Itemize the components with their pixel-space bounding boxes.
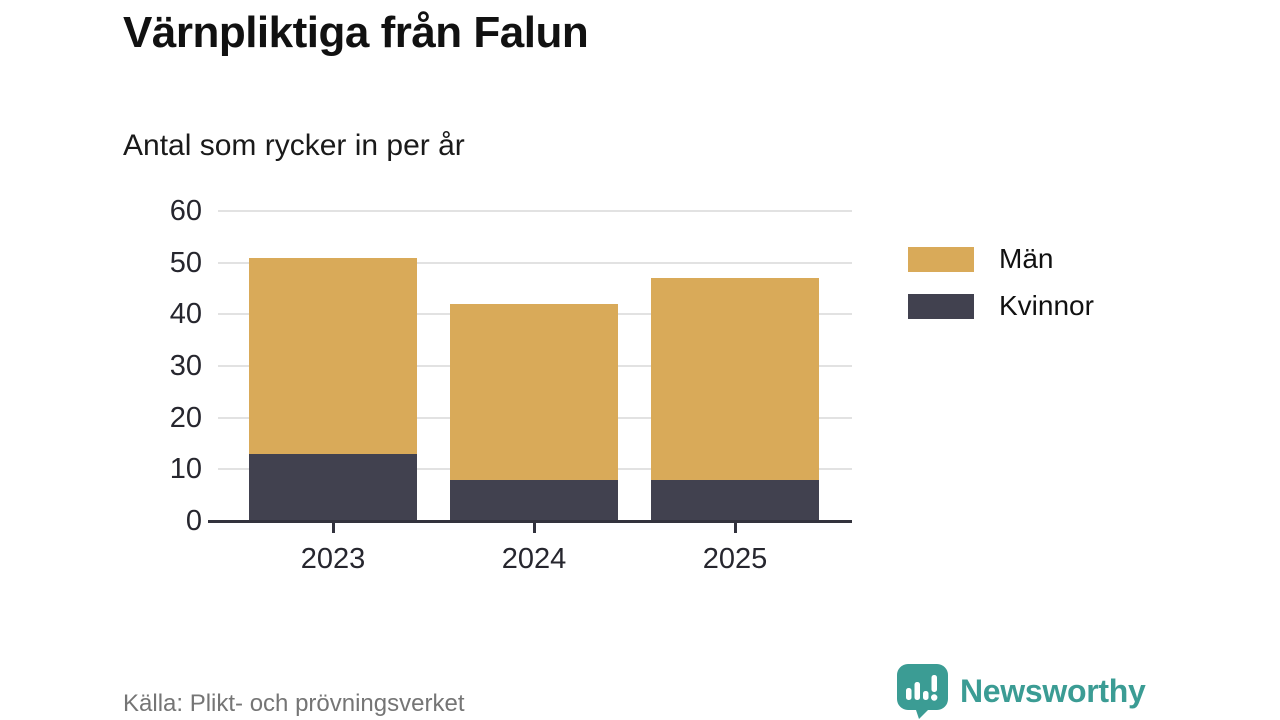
bar-2023-kvinnor: [249, 453, 417, 521]
gridline-60: [218, 210, 852, 212]
legend-swatch-kvinnor: [908, 293, 974, 319]
legend-swatch-man: [908, 246, 974, 272]
y-axis-tick-40: 40: [169, 298, 202, 331]
y-axis-tick-10: 10: [169, 453, 202, 486]
y-axis-tick-20: 20: [169, 401, 202, 434]
newsworthy-brand: Newsworthy: [896, 663, 1146, 719]
bar-2024-män: [450, 304, 618, 480]
y-axis-tick-50: 50: [169, 246, 202, 279]
chart-legend: Män Kvinnor: [908, 243, 1094, 322]
bar-2023-män: [249, 257, 417, 454]
x-axis-tick-2025: [733, 523, 737, 533]
y-axis-tick-0: 0: [185, 505, 202, 537]
legend-item-kvinnor: Kvinnor: [908, 290, 1094, 322]
source-text: Källa: Plikt- och prövningsverket: [123, 690, 465, 717]
x-axis-label-2023: 2023: [300, 543, 366, 575]
chart-subtitle: Antal som rycker in per år: [123, 129, 465, 162]
y-axis-tick-60: 60: [169, 195, 202, 227]
newsworthy-logo-text: Newsworthy: [960, 672, 1146, 709]
y-axis-tick-30: 30: [169, 350, 202, 382]
x-axis-tick-2023: [331, 523, 335, 533]
bar-2025-män: [651, 278, 819, 480]
gridline-50: [218, 261, 852, 264]
bar-2025-kvinnor: [651, 479, 819, 521]
newsworthy-logo-icon: [897, 664, 948, 719]
legend-item-man: Män: [908, 243, 1094, 275]
bar-2024-kvinnor: [450, 479, 618, 521]
chart-title: Värnpliktiga från Falun: [123, 8, 589, 57]
x-axis-tick-2024: [532, 523, 536, 533]
x-axis-label-2025: 2025: [702, 543, 768, 575]
legend-label-kvinnor: Kvinnor: [999, 290, 1094, 321]
x-axis-line: [208, 520, 852, 523]
x-axis-label-2024: 2024: [501, 543, 567, 575]
legend-label-man: Män: [999, 243, 1054, 274]
